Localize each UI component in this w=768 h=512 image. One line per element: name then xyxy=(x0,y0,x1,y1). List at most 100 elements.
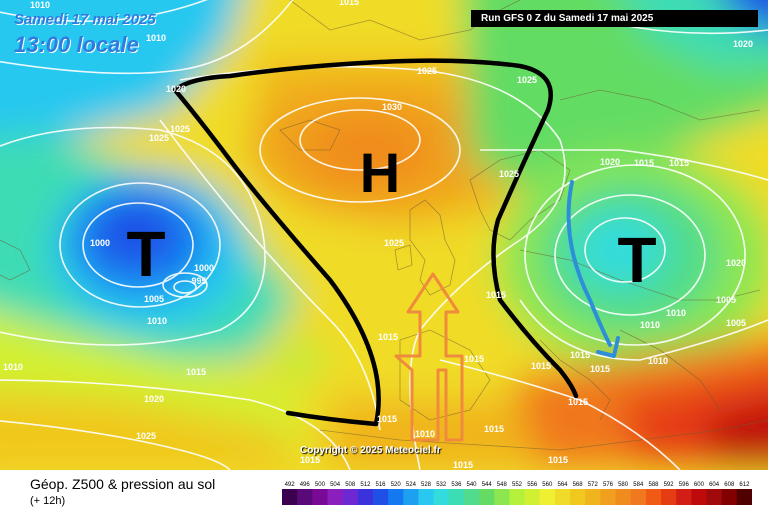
legend-swatch xyxy=(494,489,510,505)
isobar-label: 1015 xyxy=(634,158,654,168)
legend-tick-label: 604 xyxy=(709,482,720,488)
legend-tick-label: 588 xyxy=(648,482,659,488)
legend-tick-label: 540 xyxy=(466,482,477,488)
legend-swatch xyxy=(554,489,571,505)
isobar-label: 1015 xyxy=(669,158,689,168)
legend-tick-label: 580 xyxy=(618,482,629,488)
legend-tick-label: 600 xyxy=(694,482,705,488)
legend-swatch xyxy=(433,489,450,505)
isobar-label: 1030 xyxy=(382,102,402,112)
legend-swatch xyxy=(312,489,328,505)
legend-swatch xyxy=(676,489,692,505)
color-scale-legend: 492 496 500 504 508 512 516 520 524 528 532 536 540 5… xyxy=(282,482,752,505)
legend-swatch xyxy=(539,489,556,505)
isobar-label: 995 xyxy=(191,276,206,286)
isobar-label: 1015 xyxy=(484,424,504,434)
isobar-label: 1010 xyxy=(648,356,668,366)
isobar-label: 1020 xyxy=(166,84,186,94)
legend-tick-label: 548 xyxy=(497,482,508,488)
isobar-label: 1015 xyxy=(486,290,506,300)
legend-tick-label: 516 xyxy=(375,482,386,488)
map-title: Géop. Z500 & pression au sol xyxy=(30,476,216,492)
isobar-label: 1010 xyxy=(147,316,167,326)
legend-swatch xyxy=(282,489,298,505)
isobar-label: 1025 xyxy=(136,431,156,441)
legend-tick-label: 536 xyxy=(451,482,462,488)
isobar-label: 1010 xyxy=(30,0,50,10)
low-pressure-label-atlantic: T xyxy=(126,218,165,290)
warm-air-arrow xyxy=(394,272,464,442)
isobar-label: 1025 xyxy=(149,133,169,143)
legend-tick-label: 560 xyxy=(542,482,553,488)
isobar-label: 1015 xyxy=(464,354,484,364)
legend-tick-label: 572 xyxy=(588,482,599,488)
isobar-label: 1020 xyxy=(733,39,753,49)
legend-swatch xyxy=(585,489,601,505)
forecast-local-time: 13:00 locale xyxy=(14,32,139,57)
isobar-label: 1005 xyxy=(716,295,736,305)
legend-tick-label: 612 xyxy=(739,482,750,488)
isobar-label: 1025 xyxy=(384,238,404,248)
isobar-label: 1005 xyxy=(726,318,746,328)
legend-swatch xyxy=(373,489,389,505)
legend-tick-label: 492 xyxy=(285,482,296,488)
ridge-outline xyxy=(172,58,579,427)
legend-tick-label: 496 xyxy=(300,482,311,488)
legend-swatch xyxy=(706,489,723,505)
isobar-label: 1025 xyxy=(499,169,519,179)
legend-tick-label: 584 xyxy=(633,482,644,488)
legend-tick-label: 576 xyxy=(603,482,614,488)
isobar-label: 1015 xyxy=(300,455,320,465)
coastlines xyxy=(0,0,768,451)
geopotential-map: H T T 1010 1010 1015 1020 1025 1025 1025… xyxy=(0,0,768,470)
isobar-label: 1005 xyxy=(144,294,164,304)
legend-tick-label: 508 xyxy=(345,482,356,488)
isobar-label: 1025 xyxy=(517,75,537,85)
isobar-label: 1015 xyxy=(453,460,473,470)
legend-tick-label: 592 xyxy=(664,482,675,488)
legend-tick-label: 568 xyxy=(573,482,584,488)
isobar-label: 1020 xyxy=(600,157,620,167)
legend-swatch xyxy=(479,489,495,505)
legend-tick-label: 504 xyxy=(330,482,341,488)
legend-tick-label: 544 xyxy=(482,482,493,488)
isobar-label: 1010 xyxy=(415,429,435,439)
legend-swatch xyxy=(403,489,419,505)
legend-tick-label: 500 xyxy=(315,482,326,488)
legend-tick-label: 564 xyxy=(557,482,568,488)
isobar-label: 1015 xyxy=(570,350,590,360)
isobar-label: 1015 xyxy=(531,361,551,371)
cold-air-arrow xyxy=(566,180,612,347)
legend-tick-label: 552 xyxy=(512,482,523,488)
legend-swatch xyxy=(297,489,313,505)
legend-tick-label: 528 xyxy=(421,482,432,488)
isobar-label: 1015 xyxy=(339,0,359,7)
isobar-label: 1015 xyxy=(377,414,397,424)
z500-color-field xyxy=(0,0,768,470)
legend-tick-label: 524 xyxy=(406,482,417,488)
legend-swatch xyxy=(357,489,374,505)
high-pressure-label: H xyxy=(360,141,400,204)
legend-swatch xyxy=(524,489,541,505)
legend-swatch xyxy=(342,489,359,505)
forecast-date: Samedi 17 mai 2025 xyxy=(14,11,156,28)
legend-swatch xyxy=(448,489,465,505)
legend-swatch xyxy=(570,489,586,505)
legend-tick-label: 556 xyxy=(527,482,538,488)
legend-swatch xyxy=(600,489,617,505)
legend-tick-label: 520 xyxy=(391,482,402,488)
legend-swatch xyxy=(721,489,738,505)
legend-swatch xyxy=(388,489,404,505)
model-run-banner: Run GFS 0 Z du Samedi 17 mai 2025 xyxy=(471,10,758,27)
isobar-label: 1010 xyxy=(666,308,686,318)
legend-swatch xyxy=(630,489,647,505)
legend-tick-label: 512 xyxy=(360,482,371,488)
cold-air-arrowhead xyxy=(596,336,620,358)
legend-swatch xyxy=(463,489,480,505)
isobar-label: 1020 xyxy=(144,394,164,404)
isobar-label: 1015 xyxy=(590,364,610,374)
copyright-notice: Copyright © 2025 Meteociel.fr xyxy=(300,445,441,456)
legend-swatch xyxy=(327,489,344,505)
legend-tick-label: 532 xyxy=(436,482,447,488)
